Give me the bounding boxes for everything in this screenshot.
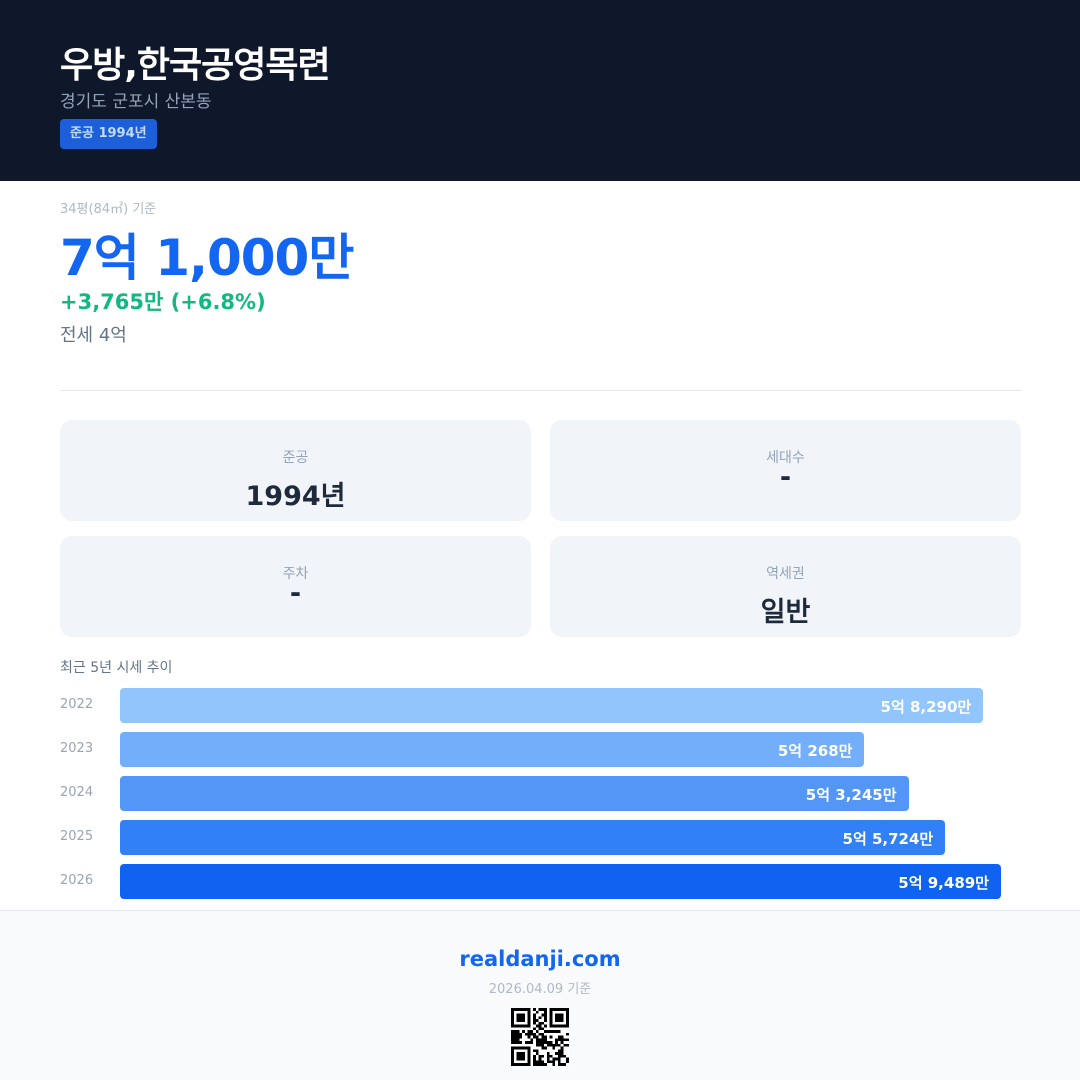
bar-2026: 5억 9,489만 (120, 864, 1001, 899)
card-value: - (289, 578, 302, 609)
price-value: 7억 1,000만 (60, 229, 354, 287)
card-label: 역세권 (766, 566, 805, 582)
price-change: +3,765만 (+6.8%) (60, 290, 266, 314)
price-basis: 34평(84㎡) 기준 (60, 202, 157, 217)
bar-value-label: 5억 268만 (777, 742, 853, 760)
card-value: 1994년 (245, 481, 346, 512)
year-label: 2024 (60, 785, 94, 800)
bar-row: 2023 5억 268만 (60, 732, 1020, 767)
bar-2023: 5억 268만 (120, 732, 865, 767)
bar-row: 2026 5억 9,489만 (60, 864, 1020, 899)
card-label: 주차 (282, 566, 309, 582)
header: 우방,한국공영목련 경기도 군포시 산본동 준공 1994년 (0, 0, 1080, 181)
bar-value-label: 5억 3,245만 (805, 786, 897, 804)
card-households: 세대수 - (550, 420, 1021, 521)
bar-2025: 5억 5,724만 (120, 820, 946, 855)
card-value: - (779, 462, 792, 493)
site-link[interactable]: realdanji.com (459, 947, 621, 971)
qr-code-icon (511, 1008, 569, 1066)
year-label: 2022 (60, 697, 94, 712)
card-station: 역세권 일반 (550, 536, 1021, 637)
year-label: 2025 (60, 829, 94, 844)
bar-value-label: 5억 5,724만 (842, 830, 934, 848)
bar-2022: 5억 8,290만 (120, 688, 984, 723)
bar-row: 2022 5억 8,290만 (60, 688, 1020, 723)
bar-value-label: 5억 9,489만 (898, 874, 989, 892)
completion-badge: 준공 1994년 (60, 119, 157, 149)
card-label: 준공 (282, 450, 309, 466)
card-value: 일반 (760, 597, 811, 628)
card-parking: 주차 - (60, 536, 531, 637)
divider (60, 390, 1021, 391)
year-label: 2023 (60, 741, 94, 756)
footer: realdanji.com 2026.04.09 기준 (0, 910, 1080, 1080)
jeonse-price: 전세 4억 (60, 325, 127, 346)
bar-value-label: 5억 8,290만 (880, 698, 972, 716)
card-label: 세대수 (766, 450, 805, 466)
footer-date: 2026.04.09 기준 (488, 982, 592, 997)
page-title: 우방,한국공영목련 (60, 45, 331, 86)
year-label: 2026 (60, 873, 94, 888)
bar-2024: 5억 3,245만 (120, 776, 909, 811)
bar-row: 2024 5억 3,245만 (60, 776, 1020, 811)
address: 경기도 군포시 산본동 (60, 92, 212, 112)
card-completion: 준공 1994년 (60, 420, 531, 521)
bar-row: 2025 5억 5,724만 (60, 820, 1020, 855)
chart-title: 최근 5년 시세 추이 (60, 660, 173, 676)
